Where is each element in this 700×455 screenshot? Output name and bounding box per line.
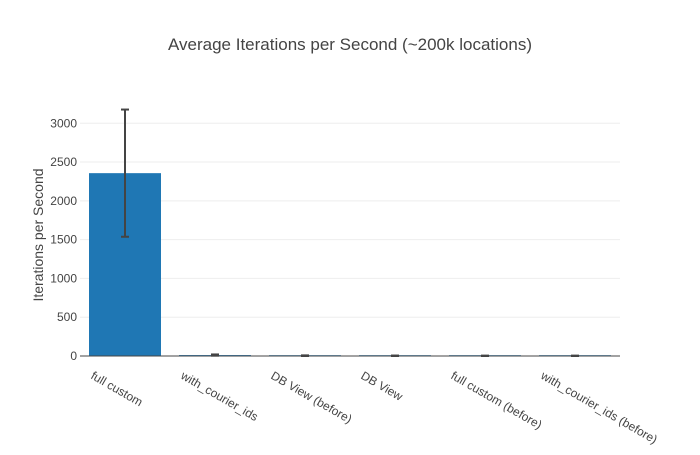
y-tick-label: 1500 xyxy=(50,233,77,247)
y-tick-label: 500 xyxy=(57,310,77,324)
y-tick-label: 2500 xyxy=(50,155,77,169)
y-axis-label: Iterations per Second xyxy=(30,168,46,301)
y-tick-label: 3000 xyxy=(50,116,77,130)
y-tick-label: 2000 xyxy=(50,194,77,208)
y-tick-label: 1000 xyxy=(50,271,77,285)
y-tick-label: 0 xyxy=(70,349,77,363)
chart-title: Average Iterations per Second (~200k loc… xyxy=(168,35,532,54)
